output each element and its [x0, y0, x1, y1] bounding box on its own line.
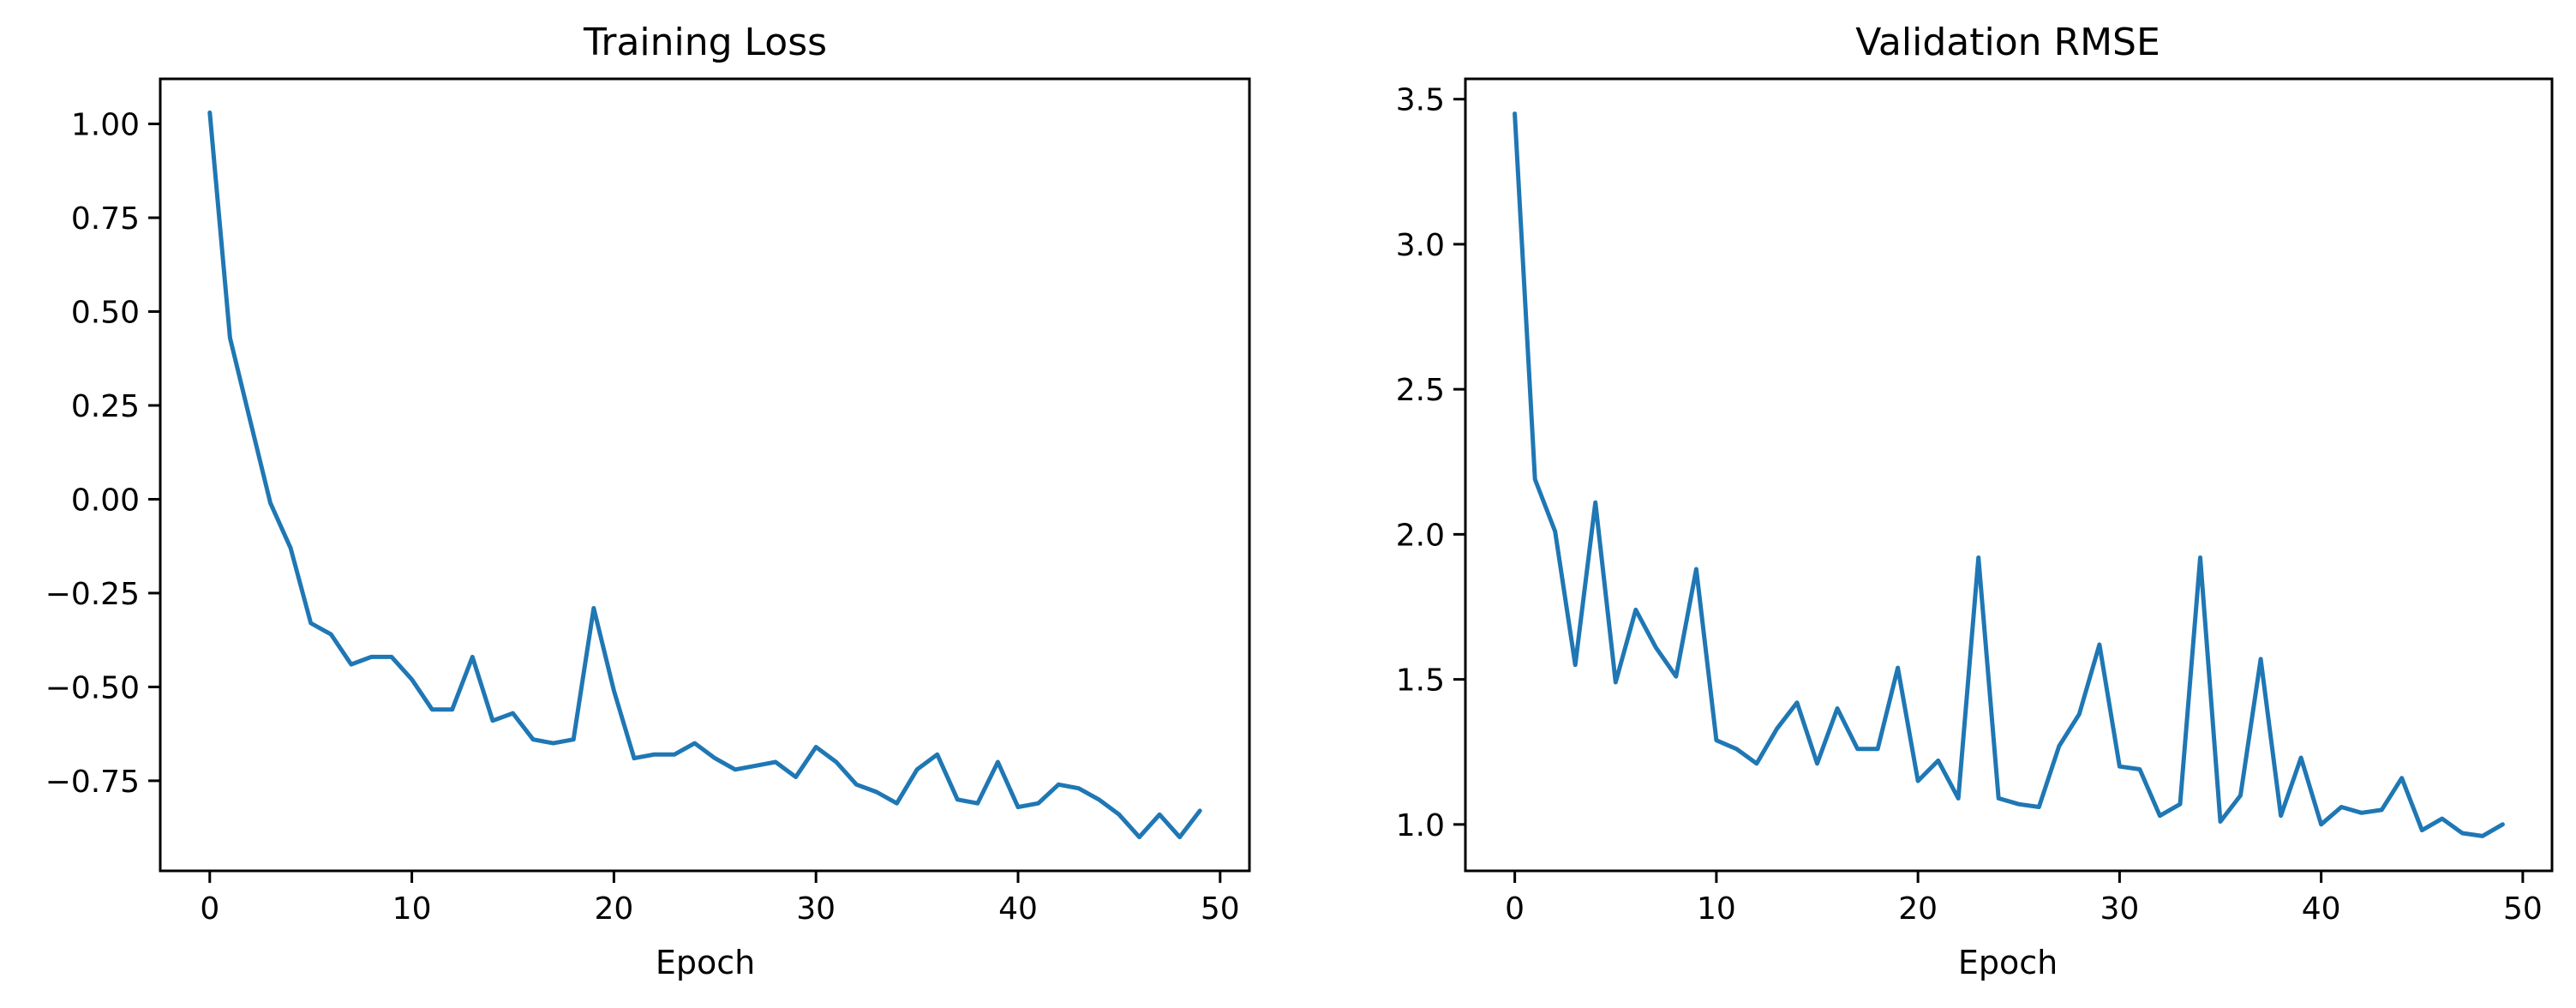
- y-tick-label: 2.0: [1396, 518, 1445, 553]
- y-tick-label: 0.75: [71, 201, 140, 237]
- x-tick-label: 0: [1505, 891, 1525, 927]
- y-tick-label: 3.0: [1396, 228, 1445, 263]
- x-axis-label: Epoch: [656, 944, 755, 981]
- y-tick-label: 1.00: [71, 108, 140, 143]
- y-tick-label: 3.5: [1396, 83, 1445, 118]
- y-tick-label: 2.5: [1396, 373, 1445, 408]
- y-tick-label: −0.25: [45, 577, 140, 612]
- plot-area: 0 10 20 30 40 50 −0.75 −0.50 −0.25 0.00 0.25 0.50 0.…: [45, 108, 1240, 927]
- chart-validation-rmse: Validation RMSE 0 10 20 30 40 50 1.0 1.5 2.0 2.5 3…: [1396, 21, 2554, 981]
- y-tick-label: 1.0: [1396, 808, 1445, 843]
- y-tick-label: 1.5: [1396, 663, 1445, 699]
- x-tick-label: 0: [200, 891, 219, 927]
- x-tick-label: 30: [2100, 891, 2139, 927]
- x-tick-label: 10: [392, 891, 432, 927]
- y-tick-label: −0.50: [45, 670, 140, 705]
- x-tick-label: 30: [796, 891, 836, 927]
- x-tick-label: 10: [1697, 891, 1736, 927]
- axes-frame: [159, 77, 1251, 873]
- y-tick-label: 0.25: [71, 389, 140, 424]
- y-tick-label: 0.00: [71, 483, 140, 518]
- x-tick-label: 50: [2503, 891, 2543, 927]
- series-line: [1513, 111, 2505, 838]
- x-tick-label: 50: [1201, 891, 1240, 927]
- x-tick-label: 20: [594, 891, 633, 927]
- chart-training-loss: Training Loss 0 10 20 30 40 50 −0.75 −0.50 −0.25…: [45, 21, 1251, 981]
- axes-frame: [1464, 77, 2554, 873]
- chart-title: Validation RMSE: [1855, 21, 2160, 64]
- series-line: [207, 110, 1202, 840]
- x-tick-label: 40: [998, 891, 1038, 927]
- y-tick-label: 0.50: [71, 296, 140, 331]
- x-tick-label: 40: [2302, 891, 2341, 927]
- chart-title: Training Loss: [583, 21, 827, 64]
- x-tick-label: 20: [1898, 891, 1938, 927]
- y-tick-label: −0.75: [45, 765, 140, 800]
- x-axis-label: Epoch: [1958, 944, 2058, 981]
- plot-area: 0 10 20 30 40 50 1.0 1.5 2.0 2.5 3.0 3.5: [1396, 83, 2543, 927]
